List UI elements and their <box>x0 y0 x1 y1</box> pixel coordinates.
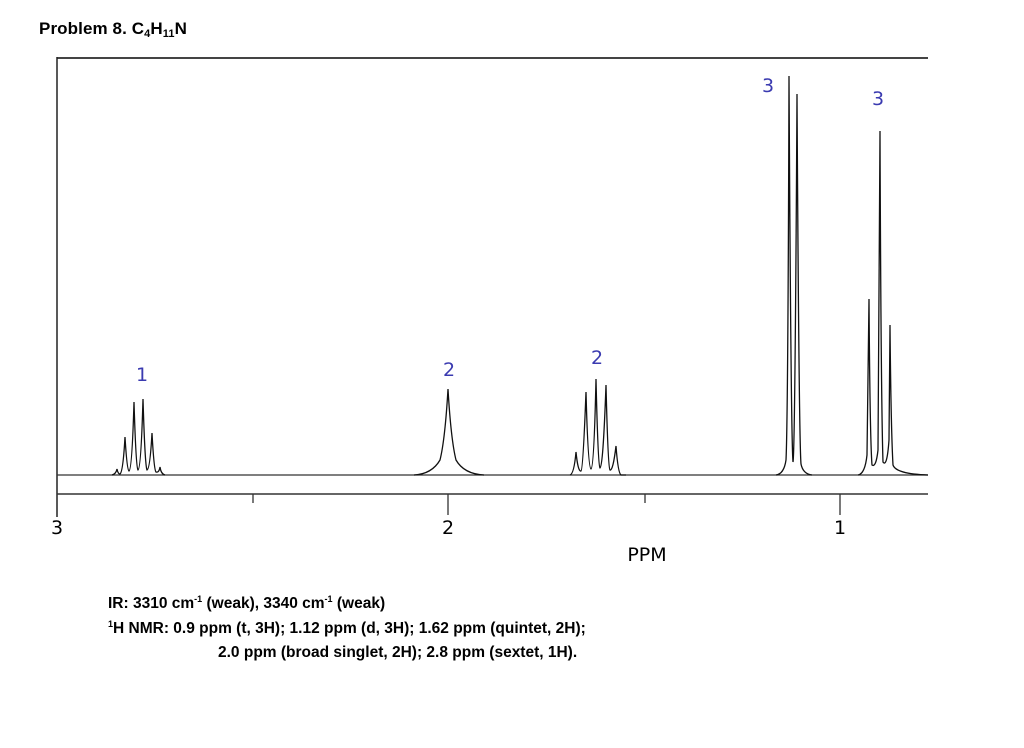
title-subscript-4: 4 <box>144 28 151 40</box>
integration-label-1.12: 3 <box>762 75 774 97</box>
ir-text-end: (weak) <box>332 595 386 612</box>
peak-doublet-1.12 <box>775 75 813 476</box>
x-tick-label-1: 1 <box>834 517 846 539</box>
ir-text-mid: (weak), 3340 cm <box>202 595 325 612</box>
peak-triplet-0.9 <box>857 130 929 476</box>
title-text-n: N <box>174 19 187 38</box>
nmr-text-line-2: 2.0 ppm (broad singlet, 2H); 2.8 ppm (se… <box>218 644 578 661</box>
title-text: Problem 8. C <box>39 19 145 38</box>
integration-label-0.9: 3 <box>872 88 884 110</box>
peak-broad-singlet-2.0 <box>413 388 485 476</box>
problem-title: Problem 8. C4H11N <box>39 19 187 40</box>
integration-label-1.62: 2 <box>591 347 603 369</box>
integration-label-2.0: 2 <box>443 359 455 381</box>
peak-sextet-2.8 <box>111 398 166 476</box>
x-tick-label-2: 2 <box>442 517 454 539</box>
nmr-text-line-1: H NMR: 0.9 ppm (t, 3H); 1.12 ppm (d, 3H)… <box>113 620 586 637</box>
x-axis-ticks <box>252 494 841 515</box>
nmr-data-line-2: 2.0 ppm (broad singlet, 2H); 2.8 ppm (se… <box>218 644 577 662</box>
nmr-data-line-1: 1H NMR: 0.9 ppm (t, 3H); 1.12 ppm (d, 3H… <box>108 619 586 638</box>
title-subscript-11: 11 <box>162 28 175 40</box>
ir-superscript-2: -1 <box>324 594 333 604</box>
ir-text: IR: 3310 cm <box>108 595 195 612</box>
x-tick-label-3: 3 <box>51 517 63 539</box>
peak-quintet-1.62 <box>569 378 626 476</box>
integration-label-2.8: 1 <box>136 364 148 386</box>
ir-data-line: IR: 3310 cm-1 (weak), 3340 cm-1 (weak) <box>108 594 385 613</box>
title-text-h: H <box>150 19 163 38</box>
ir-superscript: -1 <box>194 594 203 604</box>
nmr-superscript: 1 <box>108 619 114 629</box>
x-axis-title: PPM <box>627 544 666 566</box>
